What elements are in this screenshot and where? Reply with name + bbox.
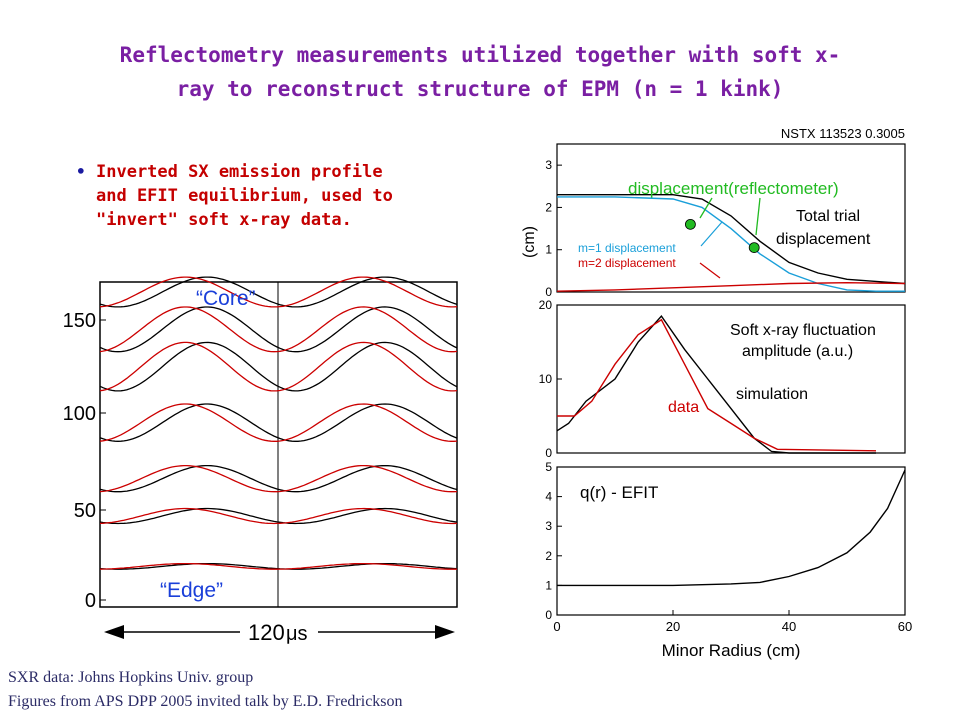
credits-line-1: SXR data: Johns Hopkins Univ. group: [8, 669, 254, 686]
sxr-y-axis: 0 50 100 150: [63, 310, 106, 612]
q-profile-axes: 0 1 2 3 4 5 0 20 40 60: [545, 460, 912, 634]
ytick-label: 0: [545, 608, 552, 622]
sxr-ytick-label: 50: [74, 500, 96, 522]
fluctuation-series: [556, 314, 877, 454]
data-label: data: [668, 399, 699, 416]
sxr-ytick-label: 100: [63, 403, 96, 425]
ytick-label: 4: [545, 490, 552, 504]
sxr-traces: [99, 276, 458, 570]
ytick-label: 1: [545, 578, 552, 592]
minor-radius-xlabel: Minor Radius (cm): [662, 641, 801, 660]
edge-label: “Edge”: [160, 579, 223, 602]
displacement-series: [556, 193, 906, 292]
total-displacement-label-1: Total trial: [796, 208, 860, 225]
displacement-plot-frame: [556, 143, 906, 293]
sxr-ytick-label: 150: [63, 310, 96, 332]
displacement-ylabel: (cm): [521, 226, 538, 258]
sxr-trace-2-0: [99, 464, 458, 493]
ytick-label: 10: [539, 372, 553, 386]
series-line-2: [556, 281, 906, 292]
ytick-label: 3: [545, 158, 552, 172]
core-label: “Core”: [196, 287, 256, 310]
q-profile-label: q(r) - EFIT: [580, 483, 658, 502]
ytick-label: 1: [545, 243, 552, 257]
fluctuation-label-2: amplitude (a.u.): [742, 343, 853, 360]
total-displacement-label-2: displacement: [776, 231, 871, 248]
title-line-2: ray to reconstruct structure of EPM (n =…: [176, 77, 784, 101]
fluctuation-label-1: Soft x-ray fluctuation: [730, 322, 876, 339]
credits-line-2: Figures from APS DPP 2005 invited talk b…: [8, 693, 403, 710]
ytick-label: 2: [545, 200, 552, 214]
time-span-arrow-right-icon: [435, 625, 455, 639]
series-line-0: [557, 469, 906, 587]
time-span-value: 120: [248, 620, 285, 645]
ytick-label: 5: [545, 460, 552, 474]
bullet-dot-icon: •: [76, 162, 86, 181]
sxr-trace-3-1: [99, 403, 458, 442]
sxr-trace-3-0: [99, 403, 458, 442]
simulation-label: simulation: [736, 386, 808, 403]
bullet-point: • Inverted SX emission profile and EFIT …: [76, 160, 476, 232]
sxr-trace-1-1: [99, 507, 458, 525]
series-line-0: [556, 314, 876, 454]
fluctuation-y-axis: 0 10 20: [539, 298, 562, 460]
sxr-trace-6-0: [99, 276, 458, 308]
shot-header: NSTX 113523 0.3005: [781, 126, 905, 141]
sxr-trace-6-1: [99, 276, 458, 308]
reflectometer-point: [748, 242, 760, 254]
reflectometer-label: displacement(reflectometer): [628, 179, 839, 198]
time-span-arrow-left-icon: [104, 625, 124, 639]
sxr-trace-0-1: [99, 562, 457, 570]
sxr-trace-1-0: [99, 507, 458, 525]
m2-pointer: [699, 262, 721, 279]
m1-pointer: [700, 221, 723, 247]
title-line-1: Reflectometry measurements utilized toge…: [119, 43, 841, 67]
reflectometer-pointer-right: [755, 197, 761, 236]
sxr-trace-5-1: [99, 306, 458, 353]
sxr-trace-5-0: [99, 306, 458, 353]
reflectometer-pointer-left: [699, 197, 713, 219]
ytick-label: 3: [545, 519, 552, 533]
xtick-label: 0: [553, 619, 560, 634]
reflectometer-point: [685, 218, 696, 230]
ytick-label: 20: [539, 298, 553, 312]
xtick-label: 40: [782, 619, 796, 634]
m1-displacement-label: m=1 displacement: [578, 241, 676, 255]
xtick-label: 20: [666, 619, 680, 634]
sxr-ytick-label: 0: [85, 590, 96, 612]
ytick-label: 0: [545, 446, 552, 460]
xtick-label: 60: [898, 619, 912, 634]
sxr-trace-4-0: [99, 341, 458, 392]
series-line-1: [557, 318, 877, 452]
time-span-unit: μs: [286, 623, 308, 645]
slide-title: Reflectometry measurements utilized toge…: [60, 38, 900, 106]
series-line-0: [557, 193, 906, 285]
displacement-y-axis: 0 1 2 3: [545, 158, 562, 299]
sxr-trace-2-1: [99, 464, 458, 493]
bullet-text: Inverted SX emission profile and EFIT eq…: [96, 162, 393, 230]
ytick-label: 0: [545, 285, 552, 299]
m2-displacement-label: m=2 displacement: [578, 256, 676, 270]
reflectometer-points: [685, 218, 760, 254]
q-profile-plot-frame: [556, 466, 906, 616]
credits: SXR data: Johns Hopkins Univ. group Figu…: [8, 666, 403, 714]
sxr-trace-4-1: [99, 341, 458, 392]
series-line-1: [557, 196, 905, 292]
q-profile-series: [557, 469, 906, 587]
ytick-label: 2: [545, 549, 552, 563]
